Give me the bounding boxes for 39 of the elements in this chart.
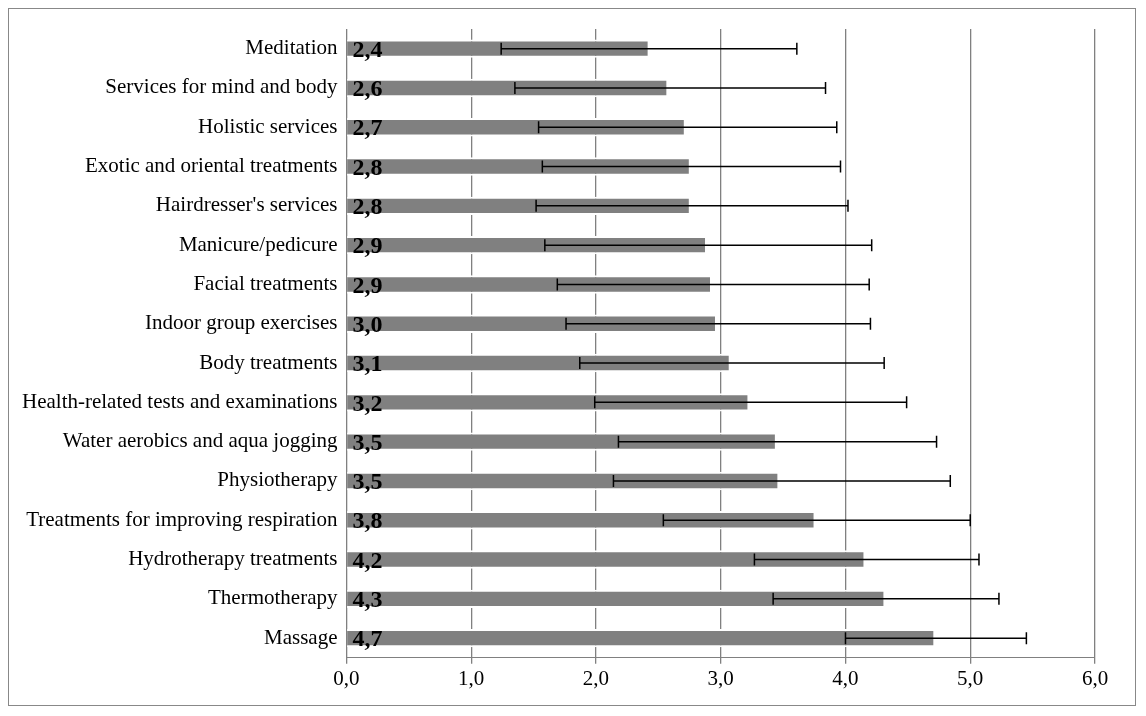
y-tick-label: Health-related tests and examinations xyxy=(21,388,338,413)
data-label: 2,6 xyxy=(352,75,383,102)
y-tick-label: Body treatments xyxy=(199,349,338,374)
data-label: 3,2 xyxy=(352,389,383,416)
x-tick-label: 1,0 xyxy=(458,665,485,690)
y-tick-label: Indoor group exercises xyxy=(145,310,338,335)
x-tick-label: 6,0 xyxy=(1081,665,1109,690)
data-label: 2,8 xyxy=(352,153,383,180)
data-label: 2,9 xyxy=(352,271,383,298)
y-tick-label: Physiotherapy xyxy=(217,467,338,492)
data-label: 3,0 xyxy=(352,310,383,337)
y-tick-label: Massage xyxy=(263,624,338,649)
x-tick-label: 4,0 xyxy=(832,665,859,690)
data-label: 3,5 xyxy=(352,468,383,495)
x-tick-label: 5,0 xyxy=(957,665,984,690)
x-tick-label: 0,0 xyxy=(333,665,360,690)
y-tick-label: Manicure/pedicure xyxy=(178,231,338,256)
y-tick-label: Water aerobics and aqua jogging xyxy=(62,428,338,453)
data-label: 4,2 xyxy=(352,546,383,573)
y-tick-label: Holistic services xyxy=(198,113,338,138)
y-tick-label: Hydrotherapy treatments xyxy=(128,546,338,571)
y-tick-label: Facial treatments xyxy=(193,270,338,295)
x-tick-label: 2,0 xyxy=(582,665,610,690)
y-tick-label: Exotic and oriental treatments xyxy=(84,153,338,178)
data-label: 3,1 xyxy=(352,350,383,377)
y-tick-label: Thermotherapy xyxy=(208,585,338,610)
y-tick-label: Meditation xyxy=(245,35,338,60)
data-label: 3,8 xyxy=(352,507,383,534)
data-label: 4,7 xyxy=(352,625,383,652)
data-label: 4,3 xyxy=(352,586,383,613)
y-tick-label: Hairdresser's services xyxy=(155,192,338,217)
data-label: 2,9 xyxy=(352,232,383,259)
x-tick-label: 3,0 xyxy=(707,665,734,690)
data-label: 3,5 xyxy=(352,428,383,455)
y-tick-label: Services for mind and body xyxy=(105,74,338,99)
data-label: 2,8 xyxy=(352,193,383,220)
data-label: 2,4 xyxy=(352,35,383,62)
data-label: 2,7 xyxy=(352,114,383,141)
y-tick-label: Treatments for improving respiration xyxy=(26,506,338,531)
